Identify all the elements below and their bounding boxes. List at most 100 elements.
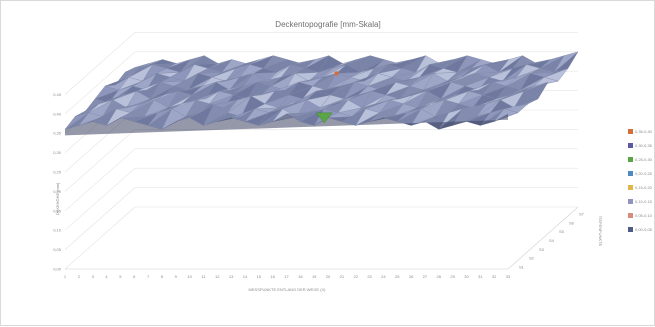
depth-tick-label: S2 bbox=[529, 256, 535, 261]
surface-facet bbox=[405, 64, 430, 82]
depth-tick-label: S7 bbox=[579, 211, 585, 216]
x-tick-label: 29 bbox=[450, 274, 455, 279]
y-tick-label: 0,25 bbox=[53, 170, 62, 175]
surface-facet bbox=[221, 59, 247, 73]
x-tick-label: 20 bbox=[326, 274, 331, 279]
surface-facet bbox=[233, 82, 258, 96]
surface-facet bbox=[337, 99, 363, 113]
surface-facet bbox=[530, 68, 555, 74]
surface-facet bbox=[427, 82, 452, 92]
legend-swatch bbox=[628, 185, 633, 190]
x-tick-label: 32 bbox=[492, 274, 497, 279]
surface-facet bbox=[413, 85, 438, 96]
x-tick-label: 19 bbox=[312, 274, 317, 279]
surface-facet bbox=[304, 55, 329, 69]
x-axis-label: MESSPUNKTE ENTLANG DER WEGE (X) bbox=[249, 287, 327, 292]
surface-facet bbox=[513, 90, 539, 109]
x-tick-label: 3 bbox=[92, 274, 95, 279]
surface-facet bbox=[474, 64, 500, 74]
surface-facet bbox=[227, 95, 252, 113]
surface-facet bbox=[438, 108, 463, 130]
legend-label: 0,15-0,20 bbox=[635, 185, 653, 190]
surface-facet bbox=[104, 77, 129, 87]
surface-facet bbox=[225, 64, 250, 82]
surface-facet bbox=[395, 77, 420, 83]
high-point-marker bbox=[334, 71, 339, 76]
surface-facet bbox=[347, 90, 372, 101]
x-tick-label: 23 bbox=[367, 274, 372, 279]
surface-facet bbox=[326, 73, 351, 91]
surface-facet bbox=[330, 82, 355, 96]
surface-facet bbox=[492, 77, 517, 83]
grid-line-side bbox=[64, 51, 136, 115]
surface-facet bbox=[324, 99, 349, 109]
depth-tick-label: S4 bbox=[549, 238, 555, 243]
surface-facet bbox=[434, 99, 460, 118]
surface-facet bbox=[209, 90, 235, 105]
surface-facet bbox=[130, 99, 155, 113]
surface-facet bbox=[502, 64, 527, 82]
surface-facet bbox=[180, 55, 205, 73]
surface-facet bbox=[421, 99, 445, 109]
surface-facet bbox=[472, 94, 498, 109]
surface-facet bbox=[207, 59, 232, 69]
y-tick-label: 0,15 bbox=[53, 208, 62, 213]
surface-facet bbox=[286, 112, 311, 117]
x-tick-label: 31 bbox=[478, 274, 483, 279]
legend-label: 0,20-0,25 bbox=[635, 171, 653, 176]
legend-swatch bbox=[628, 199, 633, 204]
x-tick-label: 2 bbox=[78, 274, 81, 279]
surface-facet bbox=[437, 77, 462, 87]
x-tick-label: 10 bbox=[187, 274, 192, 279]
x-tick-label: 9 bbox=[175, 274, 178, 279]
surface-facet bbox=[322, 64, 347, 78]
surface-facet bbox=[258, 108, 283, 126]
surface-facet bbox=[346, 55, 371, 65]
surface-facet bbox=[327, 112, 352, 118]
surface-facet bbox=[429, 59, 454, 65]
surface-facet bbox=[187, 73, 213, 91]
surface-facet bbox=[488, 68, 513, 78]
surface-facet bbox=[197, 68, 222, 74]
surface-facet bbox=[257, 77, 282, 83]
surface-facet bbox=[157, 103, 182, 113]
surface-facet bbox=[116, 103, 141, 109]
surface-facet bbox=[341, 108, 366, 122]
surface-facet bbox=[140, 94, 165, 105]
surface-facet bbox=[468, 82, 493, 92]
surface-facet bbox=[391, 68, 416, 78]
surface-facet bbox=[193, 55, 219, 65]
surface-facet bbox=[462, 103, 487, 109]
surface-facet bbox=[397, 108, 422, 122]
surface-facet bbox=[88, 99, 113, 113]
surface-facet bbox=[251, 90, 276, 97]
legend-swatch bbox=[628, 129, 633, 134]
surface-facet bbox=[305, 90, 331, 101]
x-tick-label: 18 bbox=[298, 274, 303, 279]
surface-facet bbox=[464, 73, 490, 87]
legend-swatch bbox=[628, 143, 633, 148]
legend-label: 0,25-0,30 bbox=[635, 157, 653, 162]
surface-facet bbox=[456, 55, 482, 73]
surface-facet bbox=[506, 73, 531, 87]
y-axis-ticks: 0,00 0,05 0,10 0,15 0,20 0,25 0,30 0,35 0,40 0,45 bbox=[53, 92, 62, 272]
surface-facet bbox=[128, 64, 153, 78]
legend-label: 0,10-0,15 bbox=[635, 199, 653, 204]
legend-swatch bbox=[628, 157, 633, 162]
y-tick-label: 0,20 bbox=[53, 189, 62, 194]
legend-swatch bbox=[628, 213, 633, 218]
surface-facet bbox=[203, 104, 228, 126]
surface-facet bbox=[403, 90, 428, 105]
surface-facet bbox=[510, 85, 535, 96]
surface-facet bbox=[504, 103, 529, 109]
depth-axis-label: TIEFENPUNKTE bbox=[598, 216, 603, 247]
surface-facet bbox=[166, 59, 191, 69]
surface-facet bbox=[132, 73, 157, 87]
surface-facet bbox=[440, 82, 466, 100]
surface-facet bbox=[267, 64, 292, 82]
surface-facet bbox=[118, 77, 144, 91]
surface-facet bbox=[298, 77, 323, 83]
surface-facet bbox=[389, 94, 414, 101]
